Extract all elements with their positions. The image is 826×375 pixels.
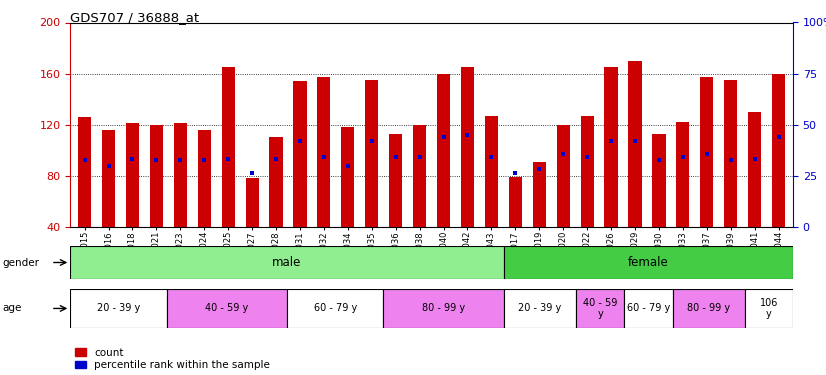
Point <box>676 154 690 160</box>
Point <box>748 156 762 162</box>
Text: 80 - 99 y: 80 - 99 y <box>687 303 730 313</box>
Point <box>365 138 378 144</box>
Bar <box>605 67 618 227</box>
Point <box>772 135 786 141</box>
Bar <box>772 74 786 227</box>
Text: 60 - 79 y: 60 - 79 y <box>627 303 670 313</box>
Point <box>485 154 498 160</box>
Point <box>389 154 402 160</box>
Point <box>653 158 666 164</box>
Bar <box>504 289 576 328</box>
Point <box>293 138 306 144</box>
Bar <box>293 81 306 227</box>
Text: 106
y: 106 y <box>760 298 778 319</box>
Point <box>341 163 354 169</box>
Text: male: male <box>273 256 301 269</box>
Bar <box>485 116 498 227</box>
Text: GDS707 / 36888_at: GDS707 / 36888_at <box>70 11 199 24</box>
Bar <box>461 67 474 227</box>
Point <box>78 158 91 164</box>
Bar <box>389 134 402 227</box>
Point <box>221 156 235 162</box>
Text: 20 - 39 y: 20 - 39 y <box>519 303 562 313</box>
Point <box>700 151 714 157</box>
Point <box>724 158 738 164</box>
Bar <box>126 123 139 227</box>
Bar <box>509 177 522 227</box>
Bar <box>102 130 115 227</box>
Point <box>581 154 594 160</box>
Point <box>437 135 450 141</box>
Bar <box>624 289 672 328</box>
Bar <box>724 80 738 227</box>
Point <box>557 151 570 157</box>
Point <box>126 156 139 162</box>
Bar <box>653 134 666 227</box>
Bar <box>365 80 378 227</box>
Point <box>197 158 211 164</box>
Bar <box>221 67 235 227</box>
Point <box>533 166 546 172</box>
Bar <box>745 289 793 328</box>
Point <box>269 156 282 162</box>
Text: 40 - 59
y: 40 - 59 y <box>583 298 617 319</box>
Point <box>605 138 618 144</box>
Bar <box>245 178 259 227</box>
Point <box>150 158 163 164</box>
Bar <box>504 246 793 279</box>
Bar <box>576 289 624 328</box>
Bar <box>437 74 450 227</box>
Bar <box>317 77 330 227</box>
Text: 40 - 59 y: 40 - 59 y <box>205 303 249 313</box>
Bar <box>672 289 745 328</box>
Bar <box>533 162 546 227</box>
Text: female: female <box>628 256 669 269</box>
Bar <box>557 124 570 227</box>
Point <box>102 163 115 169</box>
Point <box>173 158 187 164</box>
Bar <box>748 112 762 227</box>
Bar <box>700 77 714 227</box>
Point <box>461 132 474 138</box>
Bar <box>341 127 354 227</box>
Bar <box>167 289 287 328</box>
Point <box>317 154 330 160</box>
Bar <box>676 122 690 227</box>
Bar <box>383 289 504 328</box>
Bar <box>287 289 383 328</box>
Text: age: age <box>2 303 21 313</box>
Point <box>413 154 426 160</box>
Point <box>509 170 522 176</box>
Bar <box>78 117 91 227</box>
Bar <box>70 246 504 279</box>
Text: 20 - 39 y: 20 - 39 y <box>97 303 140 313</box>
Bar <box>269 138 282 227</box>
Bar <box>173 123 187 227</box>
Legend: count, percentile rank within the sample: count, percentile rank within the sample <box>75 348 270 370</box>
Text: 80 - 99 y: 80 - 99 y <box>422 303 465 313</box>
Bar <box>197 130 211 227</box>
Bar <box>70 289 167 328</box>
Text: gender: gender <box>2 258 40 267</box>
Point <box>629 138 642 144</box>
Point <box>245 170 259 176</box>
Bar <box>581 116 594 227</box>
Bar <box>629 61 642 227</box>
Bar <box>413 124 426 227</box>
Text: 60 - 79 y: 60 - 79 y <box>314 303 357 313</box>
Bar <box>150 124 163 227</box>
